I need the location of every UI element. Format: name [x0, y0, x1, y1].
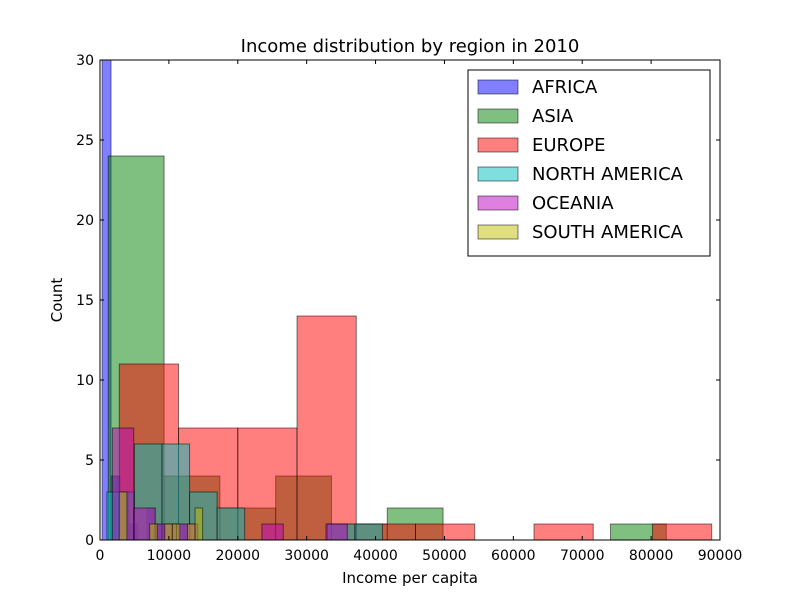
x-tick-label: 30000	[284, 548, 329, 564]
legend-swatch	[477, 224, 519, 240]
histogram-bar	[216, 507, 246, 541]
histogram-bar	[186, 523, 196, 541]
x-tick-label: 0	[96, 548, 105, 564]
legend-label: ASIA	[532, 106, 574, 127]
histogram-bar	[149, 523, 158, 541]
histogram-bar	[296, 315, 357, 541]
legend-items: AFRICA ASIA EUROPE NORTH AMERICA OCEANIA SOUT…	[477, 77, 684, 243]
legend-swatch	[477, 195, 519, 211]
y-axis-label: Count	[48, 278, 66, 323]
legend-swatch	[477, 108, 519, 124]
y-tick-label: 20	[76, 213, 94, 229]
legend-label: NORTH AMERICA	[532, 164, 684, 185]
legend-item: OCEANIA	[477, 193, 614, 214]
legend-item: NORTH AMERICA	[477, 164, 684, 185]
histogram-bar	[354, 523, 383, 541]
y-tick-label: 0	[85, 533, 94, 549]
legend-swatch	[477, 166, 519, 182]
legend-label: SOUTH AMERICA	[532, 222, 684, 243]
legend-item: SOUTH AMERICA	[477, 222, 684, 243]
x-tick-label: 90000	[698, 548, 743, 564]
histogram-bar	[261, 523, 284, 541]
legend-item: EUROPE	[477, 135, 605, 156]
legend-swatch	[477, 79, 519, 95]
histogram-bar	[651, 523, 713, 541]
histogram-bar	[533, 523, 594, 541]
legend-item: ASIA	[477, 106, 574, 127]
x-tick-label: 50000	[422, 548, 467, 564]
x-tick-label: 60000	[491, 548, 536, 564]
legend: AFRICA ASIA EUROPE NORTH AMERICA OCEANIA SOUT…	[467, 69, 711, 257]
chart-title: Income distribution by region in 2010	[241, 36, 580, 57]
x-axis-label: Income per capita	[342, 569, 478, 587]
legend-label: AFRICA	[532, 77, 598, 98]
bars-layer	[101, 59, 713, 541]
histogram-bar	[194, 507, 204, 541]
histogram-bar	[415, 523, 476, 541]
legend-item: AFRICA	[477, 77, 598, 98]
y-tick-label: 30	[76, 53, 94, 69]
x-tick-label: 20000	[216, 548, 261, 564]
histogram-bar	[237, 427, 298, 541]
x-tick-label: 40000	[353, 548, 398, 564]
y-tick-label: 10	[76, 373, 94, 389]
x-tick-label: 70000	[560, 548, 605, 564]
x-tick-label: 80000	[629, 548, 674, 564]
y-tick-label: 15	[76, 293, 94, 309]
legend-swatch	[477, 137, 519, 153]
histogram-bar	[325, 523, 348, 541]
histogram-bar	[171, 523, 181, 541]
ticks-layer: 0 10000 20000 30000 40000 50000 60000 70000 8000…	[76, 53, 742, 564]
y-tick-label: 25	[76, 133, 94, 149]
legend-label: EUROPE	[532, 135, 605, 156]
legend-label: OCEANIA	[532, 193, 614, 214]
histogram-bar	[118, 491, 128, 541]
x-tick-label: 10000	[147, 548, 192, 564]
y-tick-label: 5	[85, 453, 94, 469]
